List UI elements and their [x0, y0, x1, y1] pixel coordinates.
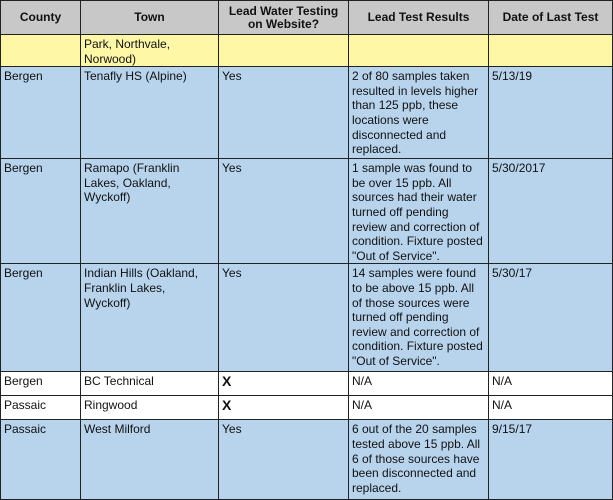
table-row: Bergen Indian Hills (Oakland, Franklin La…: [0, 263, 613, 373]
cell-date: N/A: [488, 395, 613, 421]
cell-county: Bergen: [0, 158, 81, 265]
cell-website: Yes: [218, 66, 349, 160]
cell-town: Ramapo (Franklin Lakes, Oakland, Wyckoff…: [80, 158, 219, 265]
cell-website: X: [218, 371, 349, 397]
cell-results: 1 sample was found to be over 15 ppb. Al…: [348, 158, 489, 265]
cell-website: Yes: [218, 263, 349, 373]
cell-county: Passaic: [0, 395, 81, 421]
cell-date: 5/30/2017: [488, 158, 613, 265]
cell-date: [488, 33, 613, 68]
cell-date: N/A: [488, 371, 613, 397]
cell-town: Park, Northvale, Norwood): [80, 33, 219, 68]
cell-town: Ringwood: [80, 395, 219, 421]
cell-county: [0, 33, 81, 68]
cell-results: 14 samples were found to be above 15 ppb…: [348, 263, 489, 373]
cell-town: Indian Hills (Oakland, Franklin Lakes, W…: [80, 263, 219, 373]
header-website: Lead Water Testing on Website?: [218, 0, 349, 35]
cell-county: Passaic: [0, 419, 81, 500]
cell-website: [218, 33, 349, 68]
cell-town: BC Technical: [80, 371, 219, 397]
table-row: Park, Northvale, Norwood): [0, 33, 613, 68]
header-county: County: [0, 0, 81, 35]
cell-town: West Milford: [80, 419, 219, 500]
cell-county: Bergen: [0, 371, 81, 397]
cell-date: 9/15/17: [488, 419, 613, 500]
cell-results: [348, 33, 489, 68]
cell-website: Yes: [218, 158, 349, 265]
cell-date: 5/30/17: [488, 263, 613, 373]
cell-results: 6 out of the 20 samples tested above 15 …: [348, 419, 489, 500]
cell-county: Bergen: [0, 263, 81, 373]
cell-date: 5/13/19: [488, 66, 613, 160]
cell-results: N/A: [348, 395, 489, 421]
table-row: Bergen Tenafly HS (Alpine) Yes 2 of 80 samp…: [0, 66, 613, 160]
header-date: Date of Last Test: [488, 0, 613, 35]
cell-results: N/A: [348, 371, 489, 397]
cell-town: Tenafly HS (Alpine): [80, 66, 219, 160]
table-row: Bergen BC Technical X N/A N/A: [0, 371, 613, 397]
table-row: Passaic West Milford Yes 6 out of the 20 sa…: [0, 419, 613, 500]
cell-website: Yes: [218, 419, 349, 500]
cell-county: Bergen: [0, 66, 81, 160]
cell-results: 2 of 80 samples taken resulted in levels…: [348, 66, 489, 160]
table-row: Bergen Ramapo (Franklin Lakes, Oakland, W…: [0, 158, 613, 265]
header-row: County Town Lead Water Testing on Websit…: [0, 0, 613, 35]
cell-website: X: [218, 395, 349, 421]
header-town: Town: [80, 0, 219, 35]
header-results: Lead Test Results: [348, 0, 489, 35]
table-row: Passaic Ringwood X N/A N/A: [0, 395, 613, 421]
